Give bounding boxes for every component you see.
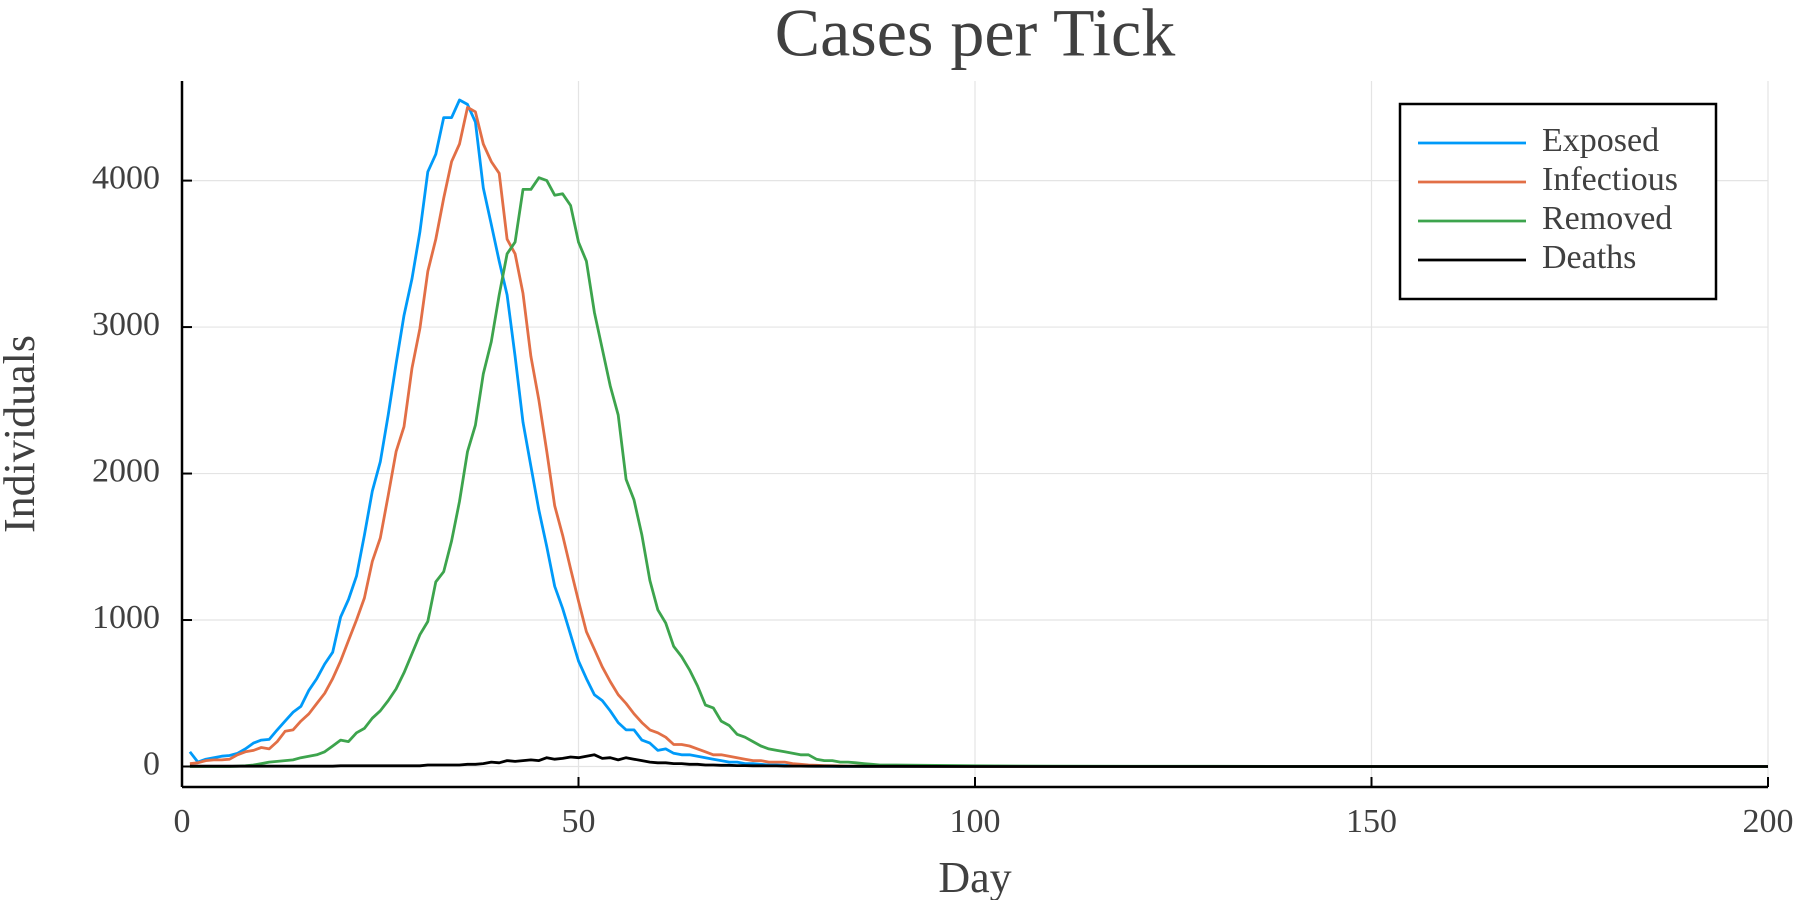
series-line — [189, 176, 1768, 768]
y-tick-label: 1000 — [92, 599, 160, 636]
legend-box — [1398, 102, 1718, 301]
legend-label: Exposed — [1542, 122, 1659, 159]
x-tick-label: 50 — [562, 803, 596, 840]
x-tick-label: 100 — [950, 803, 1001, 840]
x-tick-label: 0 — [174, 803, 191, 840]
legend-label: Infectious — [1542, 161, 1678, 198]
series-line — [189, 753, 1768, 768]
x-tick-label: 150 — [1346, 803, 1397, 840]
x-tick-label: 200 — [1743, 803, 1794, 840]
y-tick-label: 3000 — [92, 306, 160, 343]
y-axis-label: Individuals — [0, 335, 44, 533]
x-axis-label: Day — [938, 853, 1011, 900]
legend-label: Deaths — [1542, 239, 1636, 276]
legend-label: Removed — [1542, 200, 1672, 237]
y-tick-label: 2000 — [92, 452, 160, 489]
chart-title: Cases per Tick — [775, 0, 1175, 71]
y-tick-label: 0 — [143, 745, 160, 782]
y-tick-label: 4000 — [92, 159, 160, 196]
